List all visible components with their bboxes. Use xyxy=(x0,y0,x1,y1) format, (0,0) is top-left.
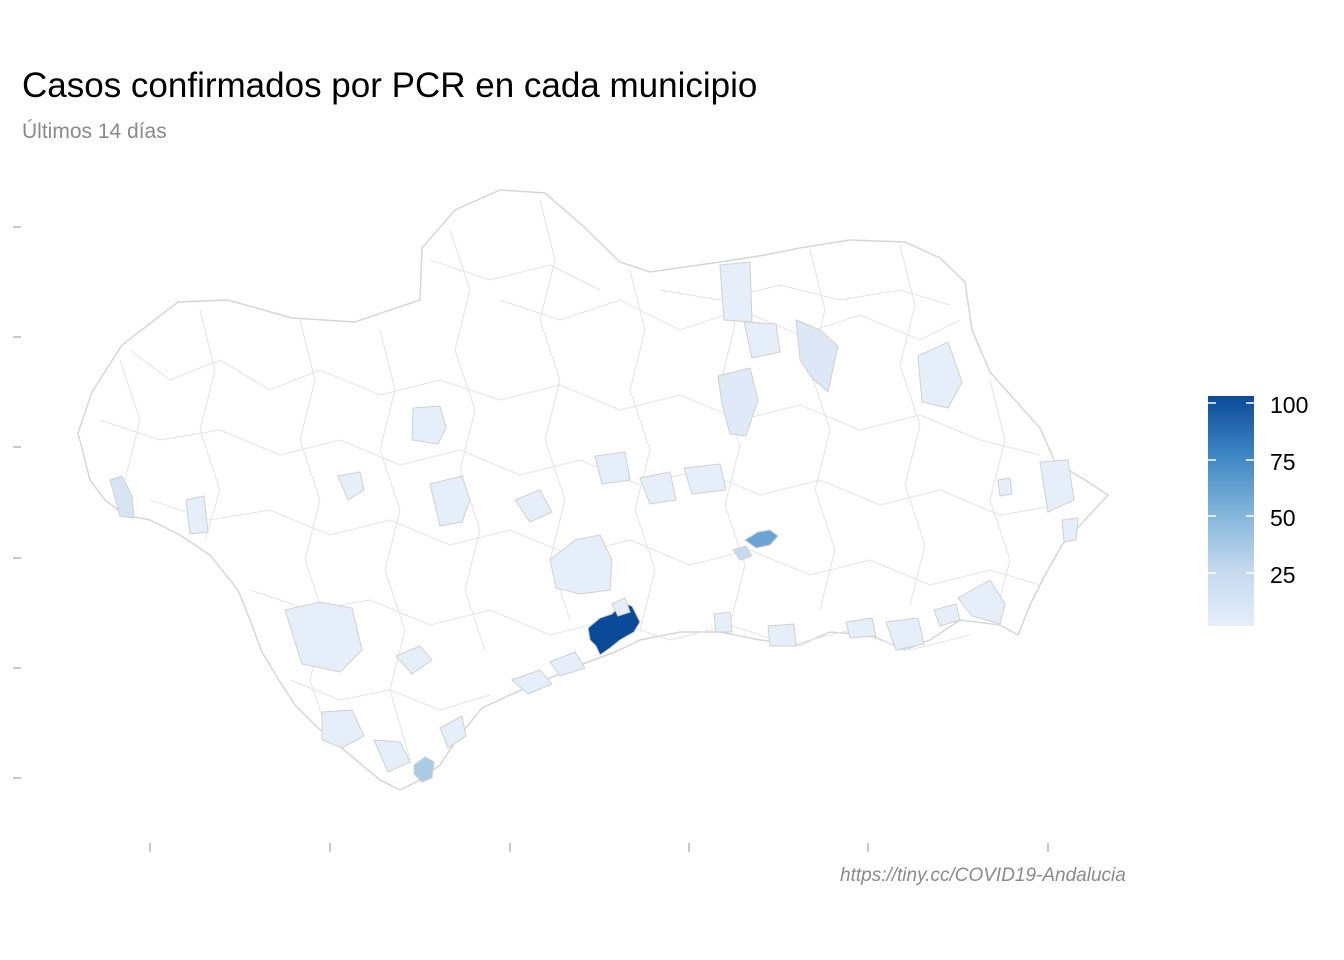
legend xyxy=(1208,396,1254,626)
highlighted-municipalities xyxy=(109,261,1079,783)
legend-label-100: 100 xyxy=(1270,392,1309,418)
x-axis-ticks xyxy=(149,843,1049,852)
legend-label-75: 75 xyxy=(1270,449,1296,475)
map-title: Casos confirmados por PCR en cada munici… xyxy=(22,66,758,105)
municipality-algeciras xyxy=(413,756,435,783)
region-outline xyxy=(77,189,1110,791)
legend-label-50: 50 xyxy=(1270,505,1296,531)
legend-colorbar xyxy=(1208,396,1254,626)
municipality-malaga xyxy=(587,602,641,656)
source-caption: https://tiny.cc/COVID19-Andalucia xyxy=(840,865,1126,886)
legend-label-25: 25 xyxy=(1270,562,1296,588)
y-axis-ticks xyxy=(13,226,21,779)
municipality-granada xyxy=(744,529,779,549)
map-subtitle: Últimos 14 días xyxy=(22,120,167,143)
municipal-boundaries xyxy=(99,199,1061,761)
